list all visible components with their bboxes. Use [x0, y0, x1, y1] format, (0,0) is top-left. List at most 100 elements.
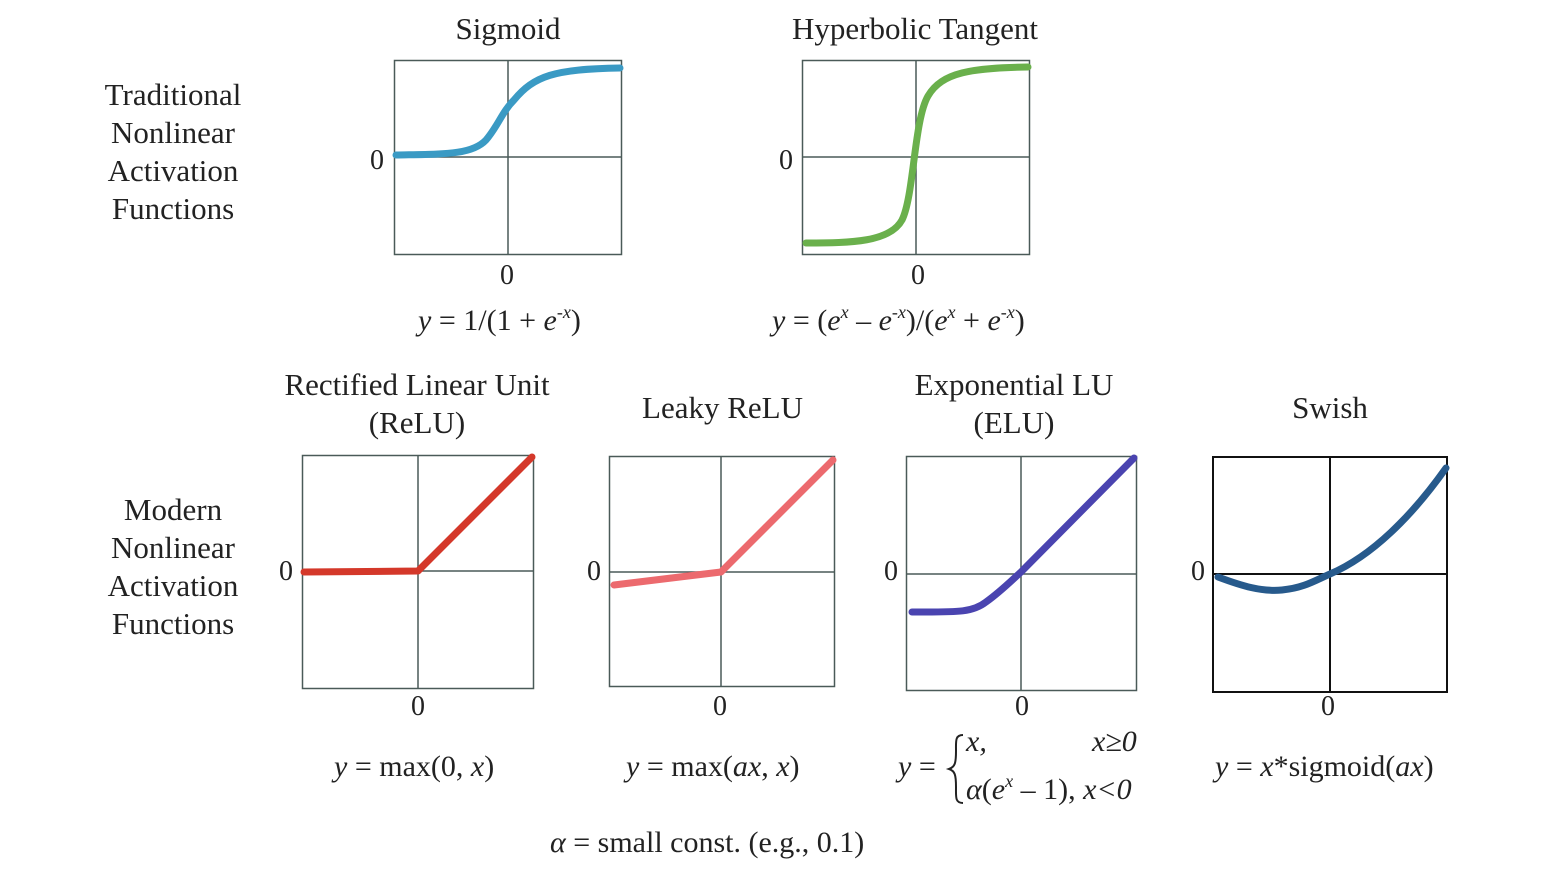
formula-e: e: [934, 304, 948, 337]
sigmoid-x-zero: 0: [500, 260, 514, 291]
formula-part: ): [1014, 304, 1025, 337]
formula-part: ): [1423, 750, 1434, 783]
formula-condition: x<0: [1083, 773, 1132, 806]
tanh-curve: [802, 63, 1032, 247]
formula-eq: =: [911, 750, 936, 783]
elu-y-zero: 0: [884, 556, 898, 587]
row-label-line: Nonlinear: [111, 530, 235, 565]
sigmoid-title: Sigmoid: [455, 11, 561, 46]
tanh-formula: y = (ex – e-x)/(ex + e-x): [772, 302, 1025, 338]
leaky-curve: [610, 456, 837, 589]
tanh-x-zero: 0: [911, 260, 925, 291]
leaky-title: Leaky ReLU: [642, 390, 803, 425]
formula-exponent: -x: [1000, 302, 1015, 322]
sigmoid-formula: y = 1/(1 + e-x): [418, 302, 581, 338]
swish-y-zero: 0: [1191, 556, 1205, 587]
formula-part: (: [817, 304, 828, 337]
formula-part: –: [848, 304, 879, 337]
formula-y: y: [418, 304, 432, 337]
row-label-traditional: Traditional Nonlinear Activation Functio…: [73, 76, 273, 228]
formula-part: ): [570, 304, 581, 337]
formula-exponent: -x: [556, 302, 571, 322]
formula-y: y: [626, 750, 640, 783]
elu-x-zero: 0: [1015, 691, 1029, 722]
formula-condition: x≥0: [1092, 725, 1137, 758]
elu-case1-value: x,: [966, 725, 987, 759]
formula-eq: =: [347, 750, 380, 783]
relu-y-zero: 0: [279, 556, 293, 587]
formula-y: y: [334, 750, 348, 783]
alpha-note: α = small const. (e.g., 0.1): [550, 826, 864, 860]
formula-e: e: [991, 773, 1006, 806]
swish-plot: [1212, 456, 1450, 693]
title-line: (ELU): [973, 405, 1055, 440]
formula-y: y: [898, 750, 912, 783]
relu-plot: [300, 453, 536, 690]
elu-case1-condition: x≥0: [1092, 725, 1137, 759]
formula-x: x: [470, 750, 485, 783]
formula-ax: ax: [732, 750, 762, 783]
formula-ax: ax: [1395, 750, 1424, 783]
sigmoid-plot: [392, 59, 624, 256]
formula-exponent: x: [947, 302, 956, 322]
formula-y: y: [1215, 750, 1229, 783]
formula-part: (: [981, 773, 992, 806]
row-label-modern: Modern Nonlinear Activation Functions: [73, 491, 273, 643]
formula-e: e: [987, 304, 1001, 337]
formula-alpha: α: [966, 773, 982, 806]
formula-part: max(: [671, 750, 733, 783]
sigmoid-curve: [392, 64, 624, 159]
swish-x-zero: 0: [1321, 691, 1335, 722]
formula-part: ): [789, 750, 800, 783]
row-label-line: Functions: [111, 606, 235, 641]
brace-shape: [945, 734, 964, 804]
leaky-y-zero: 0: [587, 556, 601, 587]
formula-part: *sigmoid(: [1273, 750, 1396, 783]
row-label-line: Traditional: [104, 77, 242, 112]
formula-part: 1/(1 +: [463, 304, 544, 337]
elu-curve: [908, 454, 1138, 616]
tanh-title: Hyperbolic Tangent: [791, 11, 1039, 46]
title-line: Rectified Linear Unit: [284, 367, 550, 402]
row-label-line: Nonlinear: [111, 115, 235, 150]
relu-formula: y = max(0, x): [334, 750, 494, 784]
formula-e: e: [827, 304, 841, 337]
formula-part: max(0,: [379, 750, 471, 783]
tanh-plot: [801, 59, 1032, 256]
formula-exponent: x: [1005, 771, 1014, 791]
formula-part: +: [955, 304, 988, 337]
elu-plot: [905, 454, 1138, 692]
note-alpha: α: [550, 826, 566, 859]
formula-part: ): [484, 750, 495, 783]
formula-x: x: [776, 750, 790, 783]
formula-part: – 1),: [1013, 773, 1084, 806]
swish-formula: y = x*sigmoid(ax): [1215, 750, 1434, 784]
elu-title: Exponential LU (ELU): [880, 366, 1148, 442]
elu-brace: [945, 734, 964, 804]
elu-case2: α(ex – 1), x<0: [966, 771, 1132, 807]
swish-title: Swish: [1292, 390, 1368, 425]
row-label-line: Modern: [123, 492, 223, 527]
formula-x: x,: [966, 725, 987, 758]
elu-formula-lhs: y =: [898, 750, 936, 784]
row-label-line: Activation: [107, 568, 239, 603]
formula-part: )/(: [905, 304, 935, 337]
leaky-x-zero: 0: [713, 691, 727, 722]
title-line: (ReLU): [368, 405, 466, 440]
sigmoid-y-zero: 0: [370, 145, 384, 176]
title-line: Exponential LU: [914, 367, 1114, 402]
formula-y: y: [772, 304, 786, 337]
relu-x-zero: 0: [411, 691, 425, 722]
leaky-plot: [608, 455, 837, 688]
formula-eq: =: [431, 304, 464, 337]
row-label-line: Functions: [111, 191, 235, 226]
formula-x: x: [1260, 750, 1274, 783]
formula-eq: =: [1228, 750, 1261, 783]
tanh-y-zero: 0: [779, 145, 793, 176]
row-label-line: Activation: [107, 153, 239, 188]
formula-e: e: [878, 304, 892, 337]
note-text: = small const. (e.g., 0.1): [565, 826, 865, 859]
swish-curve: [1214, 464, 1450, 594]
formula-part: ,: [761, 750, 777, 783]
formula-exponent: -x: [891, 302, 906, 322]
